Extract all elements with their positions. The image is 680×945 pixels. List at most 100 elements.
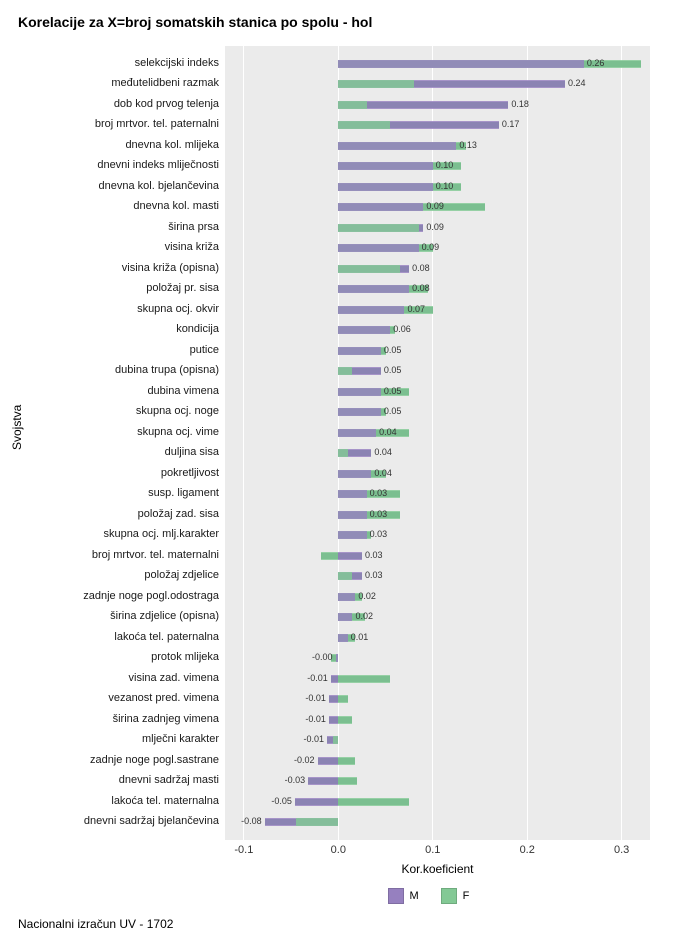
legend-m-swatch [388, 888, 404, 904]
bar-m [318, 757, 339, 765]
value-label: 0.09 [426, 222, 444, 232]
category-label: susp. ligament [148, 487, 219, 499]
footer-text: Nacionalni izračun UV - 1702 [18, 917, 173, 931]
bar-f [338, 449, 347, 457]
bar-m [338, 326, 390, 334]
category-label: lakoća tel. paternalna [114, 631, 219, 643]
category-label: međutelidbeni razmak [111, 77, 219, 89]
value-label: 0.13 [459, 140, 477, 150]
value-label: -0.02 [294, 755, 315, 765]
category-label: položaj pr. sisa [146, 282, 219, 294]
category-label: širina zadnjeg vimena [113, 713, 219, 725]
bar-m [338, 306, 404, 314]
category-label: mlječni karakter [142, 733, 219, 745]
category-label: položaj zad. sisa [138, 508, 219, 520]
category-label: duljina sisa [165, 446, 219, 458]
category-label: broj mrtvor. tel. paternalni [95, 118, 219, 130]
value-label: 0.03 [370, 488, 388, 498]
value-label: 0.10 [436, 160, 454, 170]
category-label: zadnje noge pogl.sastrane [90, 754, 219, 766]
category-label: lakoća tel. maternalna [111, 795, 219, 807]
category-label: protok mlijeka [151, 651, 219, 663]
bar-m [331, 675, 339, 683]
bar-m [338, 285, 409, 293]
bar-m [338, 388, 381, 396]
bar-f [338, 572, 352, 580]
bar-m [338, 531, 366, 539]
category-label: visina zad. vimena [129, 672, 220, 684]
value-label: 0.08 [412, 283, 430, 293]
value-label: 0.07 [407, 304, 425, 314]
category-label: selekcijski indeks [135, 57, 219, 69]
category-label: dnevni indeks mliječnosti [97, 159, 219, 171]
value-label: 0.03 [370, 509, 388, 519]
category-label: vezanost pred. vimena [108, 692, 219, 704]
category-label: dnevni sadržaj masti [119, 774, 219, 786]
x-axis-label: Kor.koeficient [225, 862, 650, 876]
bar-m [338, 511, 366, 519]
bar-m [338, 634, 347, 642]
value-label: 0.04 [374, 468, 392, 478]
value-label: 0.04 [374, 447, 392, 457]
legend: M F [388, 888, 470, 904]
bar-m [338, 347, 381, 355]
category-label: kondicija [176, 323, 219, 335]
x-tick-label: -0.1 [224, 844, 264, 856]
bar-m [338, 613, 352, 621]
category-label: širina prsa [168, 221, 219, 233]
bar-f [338, 798, 409, 806]
category-label: putice [190, 344, 219, 356]
bar-m [338, 429, 376, 437]
category-label: visina križa [165, 241, 219, 253]
bar-f [296, 818, 339, 826]
y-axis-label: Svojstva [10, 405, 24, 450]
value-label: 0.05 [384, 386, 402, 396]
value-label: 0.03 [365, 550, 383, 560]
category-label: pokretljivost [161, 467, 219, 479]
bar-m [336, 654, 339, 662]
value-label: 0.01 [351, 632, 369, 642]
category-label: broj mrtvor. tel. maternalni [92, 549, 219, 561]
value-label: 0.18 [511, 99, 529, 109]
value-label: 0.10 [436, 181, 454, 191]
value-label: -0.01 [305, 714, 326, 724]
gridline [243, 46, 244, 840]
value-label: -0.03 [285, 775, 306, 785]
category-label: dubina trupa (opisna) [115, 364, 219, 376]
category-label: skupna ocj. okvir [137, 303, 219, 315]
x-tick-label: 0.0 [318, 844, 358, 856]
value-label: -0.01 [305, 693, 326, 703]
value-label: 0.09 [426, 201, 444, 211]
value-label: 0.05 [384, 345, 402, 355]
gridline [621, 46, 622, 840]
bar-m [338, 470, 371, 478]
value-label: 0.24 [568, 78, 586, 88]
bar-f [321, 552, 338, 560]
bar-f [338, 716, 352, 724]
category-label: dubina vimena [147, 385, 219, 397]
bar-f [338, 757, 355, 765]
x-tick-label: 0.2 [507, 844, 547, 856]
bar-m [338, 593, 355, 601]
value-label: 0.17 [502, 119, 520, 129]
value-label: -0.01 [303, 734, 324, 744]
value-label: -0.00 [312, 652, 333, 662]
bar-f [338, 265, 399, 273]
category-label: skupna ocj. mlj.karakter [103, 528, 219, 540]
bar-f [338, 121, 390, 129]
category-label: dnevna kol. bjelančevina [99, 180, 219, 192]
bar-f [338, 367, 352, 375]
bar-m [338, 142, 456, 150]
value-label: 0.26 [587, 58, 605, 68]
bar-m [338, 490, 366, 498]
value-label: 0.04 [379, 427, 397, 437]
x-tick-label: 0.1 [413, 844, 453, 856]
value-label: 0.02 [356, 611, 374, 621]
category-label: položaj zdjelice [144, 569, 219, 581]
value-label: 0.03 [365, 570, 383, 580]
bar-m [338, 552, 362, 560]
value-label: 0.06 [393, 324, 411, 334]
bar-m [338, 162, 432, 170]
category-label: zadnje noge pogl.odostraga [83, 590, 219, 602]
category-label: dnevna kol. mlijeka [125, 139, 219, 151]
